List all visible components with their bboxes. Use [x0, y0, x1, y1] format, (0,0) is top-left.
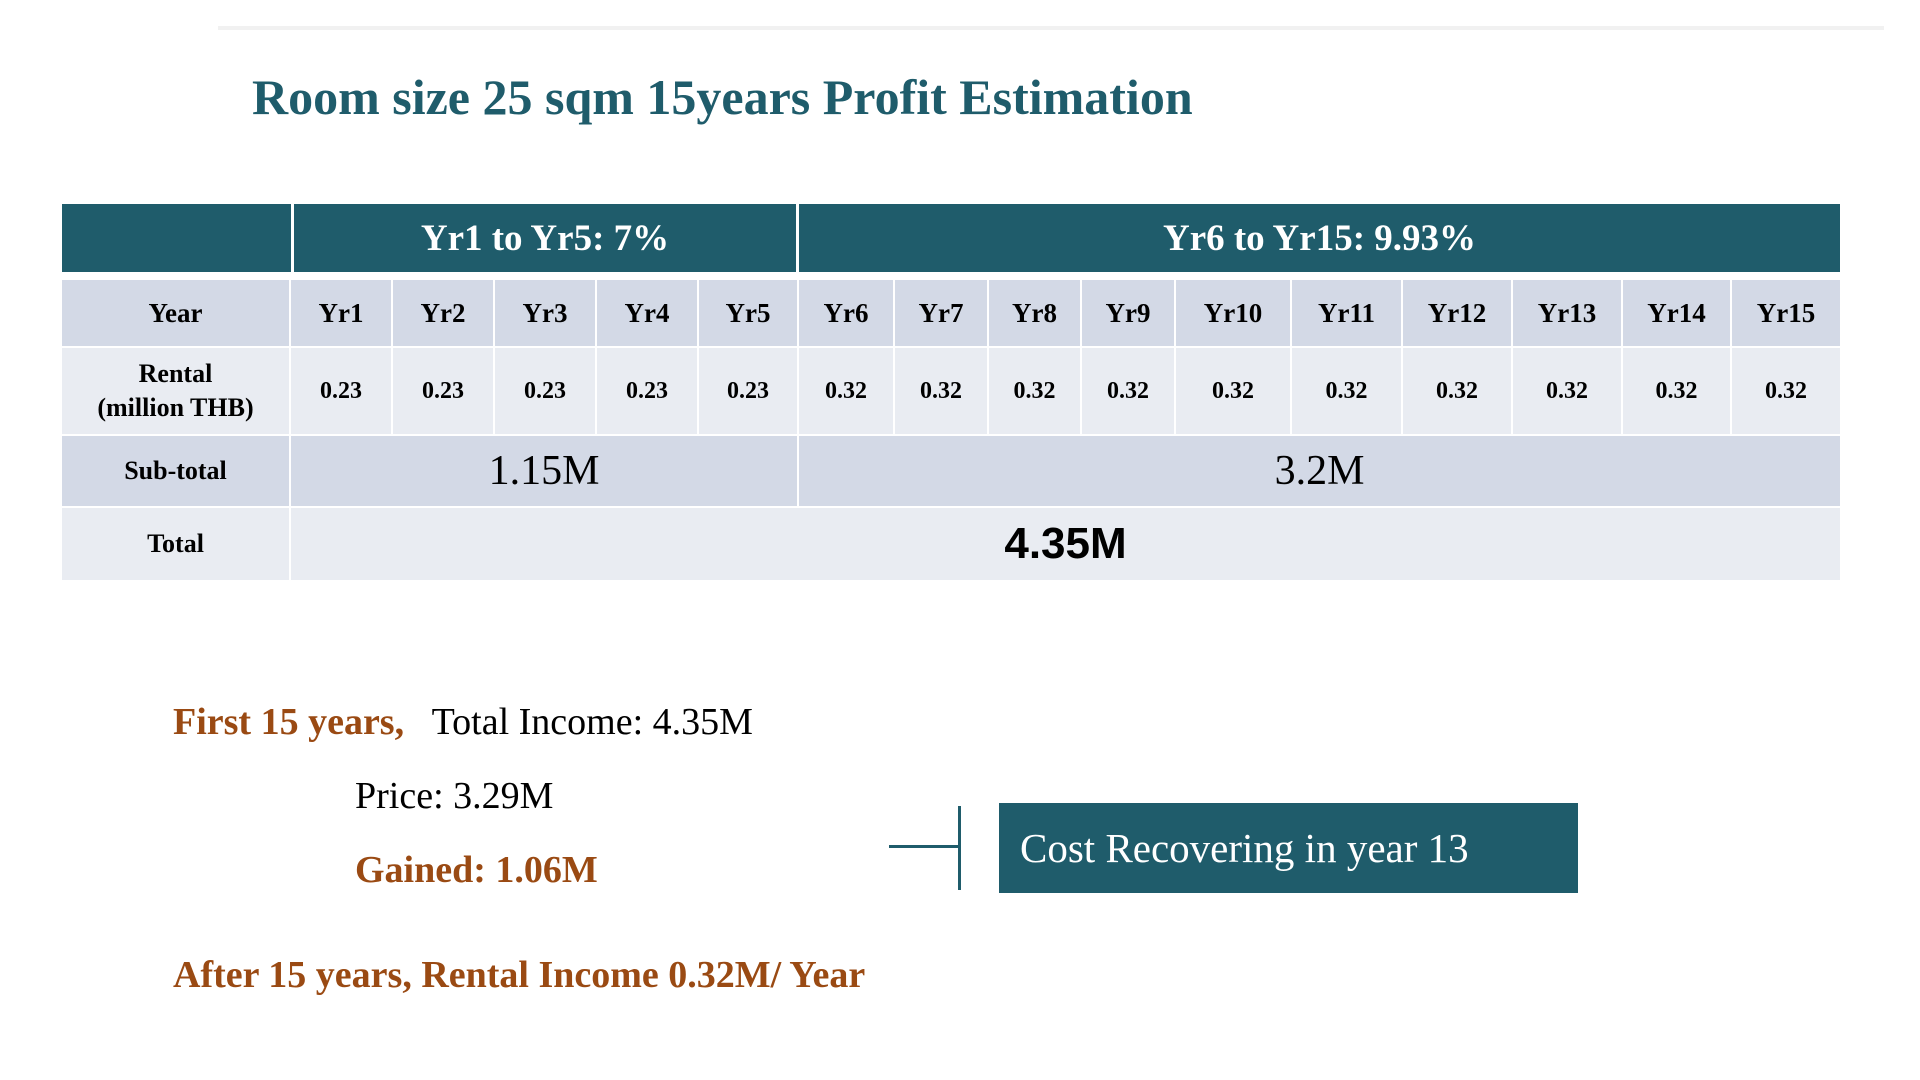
year-cell: Yr7 — [895, 280, 989, 348]
rental-cell: 0.32 — [1403, 348, 1513, 436]
rental-cell: 0.32 — [1623, 348, 1732, 436]
rental-label-line1: Rental — [138, 359, 213, 389]
year-cell: Yr9 — [1082, 280, 1176, 348]
subtotal-value-period-1: 1.15M — [291, 436, 799, 508]
total-income-text: Total Income: 4.35M — [431, 701, 753, 743]
period-header-2: Yr6 to Yr15: 9.93% — [799, 204, 1840, 272]
rental-cell: 0.32 — [1176, 348, 1292, 436]
cost-recovery-callout: Cost Recovering in year 13 — [999, 803, 1578, 893]
year-cell: Yr11 — [1292, 280, 1403, 348]
rental-cell: 0.23 — [393, 348, 495, 436]
rental-cell: 0.32 — [1292, 348, 1403, 436]
gained-text: Gained: 1.06M — [355, 849, 598, 891]
rental-cell: 0.32 — [1732, 348, 1840, 436]
header-corner — [62, 204, 291, 272]
year-cell: Yr6 — [799, 280, 895, 348]
year-cell: Yr2 — [393, 280, 495, 348]
price-text: Price: 3.29M — [355, 775, 554, 817]
top-divider — [218, 26, 1884, 30]
rental-cell: 0.23 — [495, 348, 597, 436]
rental-cell: 0.23 — [597, 348, 699, 436]
year-cell: Yr13 — [1513, 280, 1623, 348]
first-15-years-label: First 15 years, — [173, 701, 405, 743]
rental-cell: 0.23 — [291, 348, 393, 436]
year-cell: Yr10 — [1176, 280, 1292, 348]
after-15-years-text: After 15 years, Rental Income 0.32M/ Yea… — [173, 954, 866, 996]
year-cell: Yr14 — [1623, 280, 1732, 348]
rental-label-line2: (million THB) — [97, 393, 254, 422]
year-cell: Yr1 — [291, 280, 393, 348]
rental-cell: 0.32 — [1082, 348, 1176, 436]
rental-cell: 0.32 — [1513, 348, 1623, 436]
year-cell: Yr4 — [597, 280, 699, 348]
bracket-connector — [889, 845, 961, 848]
rental-cell: 0.32 — [799, 348, 895, 436]
rental-cell: 0.32 — [989, 348, 1082, 436]
year-cell: Yr3 — [495, 280, 597, 348]
total-value: 4.35M — [291, 508, 1840, 580]
summary-first-line: First 15 years, Total Income: 4.35M — [173, 700, 753, 744]
rental-cell: 0.23 — [699, 348, 799, 436]
page-title: Room size 25 sqm 15years Profit Estimati… — [252, 69, 1193, 125]
subtotal-label: Sub-total — [62, 436, 291, 508]
year-label: Year — [62, 280, 291, 348]
total-label: Total — [62, 508, 291, 580]
bracket-connector-vertical — [958, 806, 961, 890]
rental-cell: 0.32 — [895, 348, 989, 436]
period-header-1: Yr1 to Yr5: 7% — [291, 204, 799, 272]
rental-label: Rental (million THB) — [62, 348, 291, 436]
header-spacer — [62, 272, 1840, 280]
subtotal-value-period-2: 3.2M — [799, 436, 1840, 508]
year-cell: Yr5 — [699, 280, 799, 348]
year-cell: Yr15 — [1732, 280, 1840, 348]
profit-table: Yr1 to Yr5: 7% Yr6 to Yr15: 9.93% Year Y… — [62, 204, 1870, 586]
year-cell: Yr8 — [989, 280, 1082, 348]
year-cell: Yr12 — [1403, 280, 1513, 348]
